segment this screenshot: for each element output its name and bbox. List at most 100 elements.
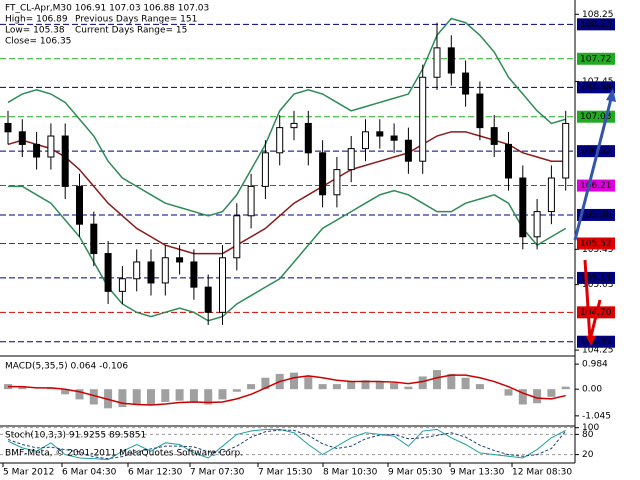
macd-bar	[189, 389, 198, 402]
level-label: 106.62	[580, 147, 612, 157]
macd-bar	[232, 389, 241, 392]
level-box	[577, 237, 615, 250]
candle-body	[18, 131, 26, 145]
level-box	[577, 145, 615, 158]
candle-body	[261, 152, 269, 187]
y-tick-label: -1.045	[582, 411, 611, 421]
chart-title: FT_CL-Apr,M30 106.91 107.03 106.88 107.0…	[5, 4, 209, 14]
x-tick-label: 8 Mar 10:30	[323, 468, 378, 478]
candle-body	[519, 177, 527, 238]
macd-bar	[218, 389, 227, 400]
candle-body	[547, 177, 555, 213]
candle-body	[505, 143, 512, 179]
candle-body	[347, 148, 355, 171]
candle-body	[319, 152, 327, 196]
candle-body	[433, 47, 441, 78]
candle-body	[376, 131, 384, 137]
candle-body	[176, 257, 184, 263]
macd-bar	[118, 389, 127, 408]
macd-bar	[247, 384, 256, 390]
level-label: 107.03	[580, 112, 612, 122]
arrow-head	[586, 336, 596, 346]
candle-body	[76, 185, 83, 225]
x-tick-label: 6 Mar 04:30	[62, 468, 117, 478]
candle-body	[204, 286, 212, 313]
macd-signal	[8, 374, 566, 406]
macd-bar	[147, 389, 155, 405]
candle-body	[233, 215, 241, 259]
macd-bar	[361, 380, 370, 390]
macd-bar	[132, 389, 141, 405]
candle-body	[404, 139, 412, 162]
projection-arrow	[573, 94, 614, 241]
info-line: Close= 106.35	[5, 37, 71, 47]
projection-arrow	[583, 259, 602, 341]
candle-body	[118, 278, 126, 292]
footer: BMF-Meta, © 2001-2011 MetaQuotes Softwar…	[5, 449, 243, 459]
indicator-line	[8, 185, 567, 322]
candle-body	[462, 72, 470, 95]
x-tick-label: 6 Mar 12:30	[128, 468, 183, 478]
candle-body	[490, 127, 498, 145]
candle-body	[33, 143, 41, 158]
candle-body	[4, 122, 12, 133]
candle-body	[219, 257, 226, 313]
level-label: 105.52	[580, 239, 612, 249]
level-label: 106.21	[580, 181, 612, 191]
x-tick-label: 9 Mar 13:30	[450, 468, 505, 478]
x-tick-label: 7 Mar 07:30	[190, 468, 245, 478]
candle-body	[419, 76, 427, 162]
y-tick-label: 108.25	[582, 10, 614, 20]
candle-body	[562, 122, 570, 179]
macd-bar	[290, 372, 298, 390]
y-tick-label: 0.984	[582, 360, 608, 370]
candle-body	[333, 169, 341, 196]
candle-body	[276, 127, 284, 154]
macd-bar	[175, 389, 184, 401]
x-tick-label: 7 Mar 15:30	[258, 468, 313, 478]
candle-body	[290, 122, 298, 129]
macd-bar	[533, 389, 542, 404]
macd-bar	[161, 389, 170, 402]
candle-body	[190, 261, 198, 288]
y-tick-label: 100	[582, 423, 599, 433]
macd-bar	[204, 389, 213, 405]
panel-title: MACD(5,35,5) 0.064 -0.106	[5, 362, 128, 372]
candle-body	[476, 93, 484, 129]
macd-bar	[61, 389, 70, 395]
stoch-signal	[7, 429, 567, 460]
candle-body	[390, 135, 398, 141]
level-label: 108.13	[580, 20, 612, 30]
level-label: 105.11	[580, 273, 612, 283]
level-label: 105.86	[580, 210, 612, 220]
macd-bar	[547, 389, 556, 397]
level-box	[577, 335, 615, 348]
candle-body	[90, 223, 98, 255]
macd-bar	[75, 389, 84, 400]
candle-body	[61, 135, 69, 187]
stoch-main	[7, 428, 566, 461]
candle-body	[447, 47, 455, 74]
macd-bar	[261, 377, 270, 390]
panel-title: Stoch(10,3,3) 91.9255 89.5851	[5, 431, 146, 441]
x-tick-label: 12 Mar 08:30	[512, 468, 572, 478]
macd-bar	[18, 386, 27, 390]
level-box	[577, 81, 615, 94]
level-box	[577, 208, 615, 221]
info-line: High= 106.89	[5, 15, 68, 25]
macd-bar	[518, 389, 527, 405]
candle-body	[104, 253, 112, 292]
y-tick-label: 104.25	[582, 346, 614, 356]
macd-bar	[390, 382, 399, 390]
macd-bar	[347, 381, 356, 390]
candle-body	[147, 261, 155, 284]
macd-bar	[447, 373, 456, 390]
y-tick-label: 0.00	[582, 385, 602, 395]
indicator-line	[7, 131, 566, 255]
info-line: Low= 105.38	[5, 26, 65, 36]
macd-bar	[332, 384, 341, 390]
candle-body	[247, 185, 255, 217]
y-tick-label: 105.45	[582, 245, 614, 255]
candle-body	[47, 135, 55, 158]
